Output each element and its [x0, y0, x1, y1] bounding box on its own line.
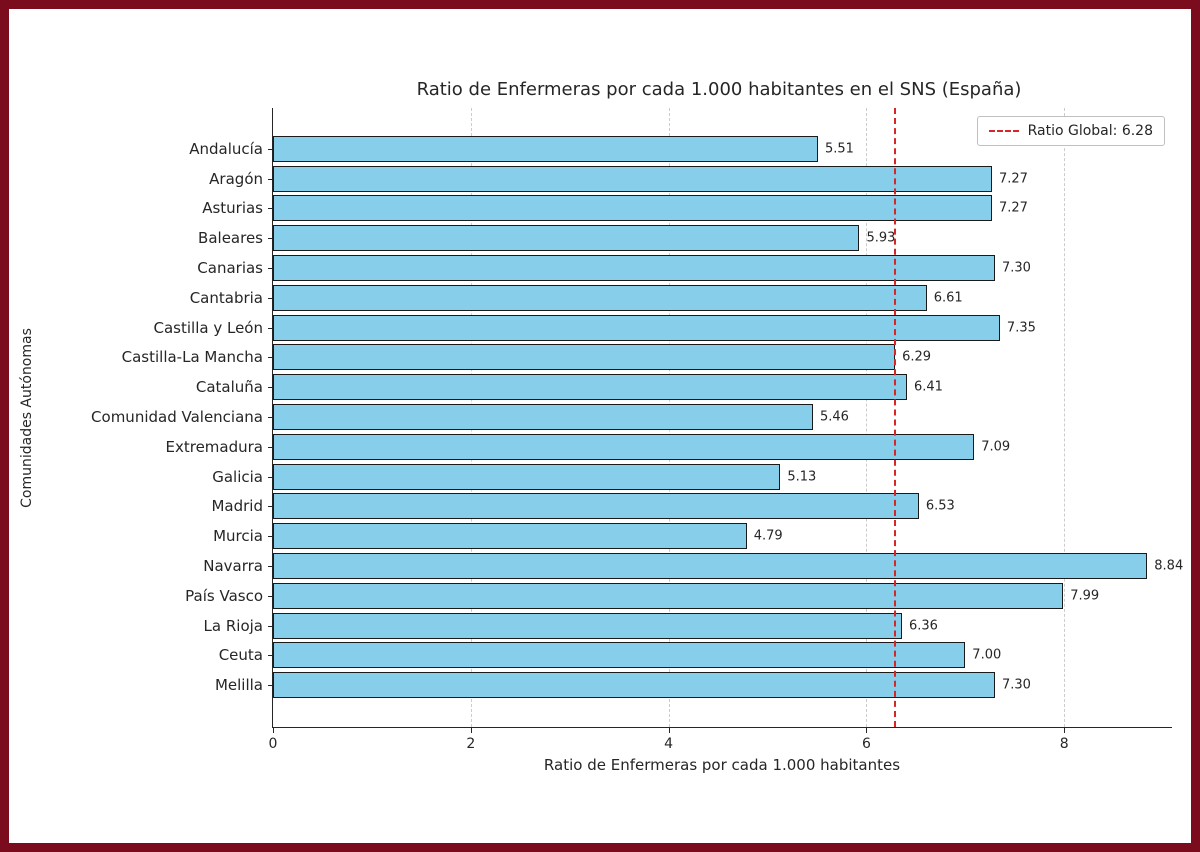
- bar-value-label: 6.29: [902, 349, 932, 365]
- bar: [273, 135, 818, 162]
- y-tick-mark: [268, 565, 273, 567]
- bar: [273, 284, 927, 311]
- y-tick-label: Comunidad Valenciana: [91, 408, 263, 426]
- y-tick-label: Madrid: [211, 497, 263, 516]
- bar-value-label: 7.00: [972, 647, 1002, 663]
- legend: Ratio Global: 6.28: [976, 116, 1165, 146]
- bar: [273, 344, 896, 371]
- y-tick-mark: [268, 655, 273, 657]
- bar-value-label: 4.79: [753, 528, 783, 544]
- bar: [273, 642, 966, 669]
- x-tick-mark: [1064, 728, 1066, 733]
- y-tick-mark: [268, 357, 273, 359]
- x-tick-mark: [866, 728, 868, 733]
- bar: [273, 493, 919, 520]
- bar-value-label: 7.27: [999, 200, 1028, 216]
- y-tick-mark: [268, 178, 273, 180]
- bar: [273, 255, 995, 282]
- bar-value-label: 8.84: [1154, 558, 1184, 574]
- y-tick-label: Galicia: [212, 467, 263, 486]
- y-tick-mark: [268, 595, 273, 597]
- bar: [273, 195, 992, 222]
- y-tick-label: Canarias: [197, 259, 263, 278]
- y-tick-label: Cataluña: [195, 378, 263, 397]
- bar: [273, 374, 907, 401]
- y-tick-label: Aragón: [209, 169, 263, 188]
- y-tick-label: Ceuta: [218, 646, 263, 665]
- y-tick-label: Melilla: [214, 676, 263, 695]
- y-tick-mark: [268, 297, 273, 299]
- x-gridline: [866, 108, 868, 727]
- y-tick-mark: [268, 208, 273, 210]
- y-tick-mark: [268, 417, 273, 418]
- y-tick-mark: [268, 685, 273, 687]
- y-tick-mark: [268, 536, 273, 538]
- y-tick-label: Cantabria: [189, 288, 263, 307]
- bar-value-label: 7.35: [1006, 320, 1036, 336]
- bar-value-label: 7.27: [999, 171, 1028, 187]
- y-axis-title: Comunidades Autónomas: [9, 108, 45, 728]
- bar: [273, 433, 975, 460]
- y-tick-label: Baleares: [198, 229, 263, 248]
- x-tick-label: 8: [1059, 736, 1069, 752]
- bar: [273, 165, 992, 192]
- x-axis-title: Ratio de Enfermeras por cada 1.000 habit…: [543, 756, 901, 774]
- x-gridline: [1064, 108, 1066, 727]
- y-axis-title-text: Comunidades Autónomas: [19, 328, 35, 508]
- bar-value-label: 6.53: [925, 498, 955, 514]
- bar: [273, 463, 781, 490]
- bar: [273, 552, 1148, 579]
- bar: [273, 612, 902, 639]
- x-tick-mark: [668, 728, 670, 733]
- bar-value-label: 7.30: [1001, 677, 1031, 693]
- plot-area: Ratio Global: 6.28 5.51 Andalucía 7.27 Arag…: [91, 108, 1183, 752]
- bar: [273, 523, 747, 550]
- bar-value-label: 5.46: [820, 409, 849, 425]
- x-tick-mark: [273, 728, 274, 733]
- bar-value-label: 5.51: [824, 141, 854, 157]
- bar-value-label: 7.30: [1001, 260, 1031, 276]
- x-tick-label: 6: [861, 736, 871, 752]
- y-tick-mark: [268, 446, 273, 448]
- y-tick-label: Extremadura: [165, 437, 264, 456]
- bar-value-label: 5.13: [787, 469, 817, 485]
- x-tick-label: 0: [268, 736, 278, 752]
- legend-dashed-line-icon: [988, 130, 1019, 132]
- y-tick-label: Castilla-La Mancha: [121, 348, 263, 367]
- bar: [273, 582, 1064, 609]
- bar-value-label: 6.36: [909, 618, 938, 634]
- y-tick-label: Andalucía: [189, 139, 263, 158]
- y-tick-mark: [268, 238, 273, 240]
- bar-value-label: 7.99: [1070, 588, 1100, 604]
- x-tick-label: 2: [466, 736, 476, 752]
- bar: [273, 314, 1000, 341]
- y-tick-label: Asturias: [202, 199, 263, 218]
- bar-value-label: 6.61: [933, 290, 963, 306]
- y-tick-mark: [268, 387, 273, 389]
- bar: [273, 672, 995, 699]
- y-tick-mark: [268, 625, 273, 627]
- bar: [273, 225, 860, 252]
- y-tick-mark: [268, 327, 273, 329]
- x-tick-mark: [470, 728, 472, 733]
- y-tick-mark: [268, 476, 273, 478]
- y-tick-label: Castilla y León: [153, 318, 263, 337]
- y-tick-label: País Vasco: [185, 586, 263, 605]
- bar: [273, 404, 813, 430]
- y-tick-mark: [268, 268, 273, 270]
- y-tick-label: Murcia: [213, 527, 263, 546]
- y-tick-mark: [268, 506, 273, 508]
- bar-value-label: 7.09: [981, 439, 1011, 455]
- y-tick-label: La Rioja: [203, 616, 263, 635]
- x-tick-label: 4: [664, 736, 674, 752]
- y-tick-mark: [268, 148, 273, 150]
- legend-label: Ratio Global: 6.28: [1027, 123, 1153, 139]
- global-ratio-line: [894, 108, 897, 727]
- bar-value-label: 5.93: [866, 230, 896, 246]
- y-tick-label: Navarra: [203, 556, 263, 575]
- bar-value-label: 6.41: [913, 379, 943, 395]
- chart-title: Ratio de Enfermeras por cada 1.000 habit…: [416, 79, 1022, 100]
